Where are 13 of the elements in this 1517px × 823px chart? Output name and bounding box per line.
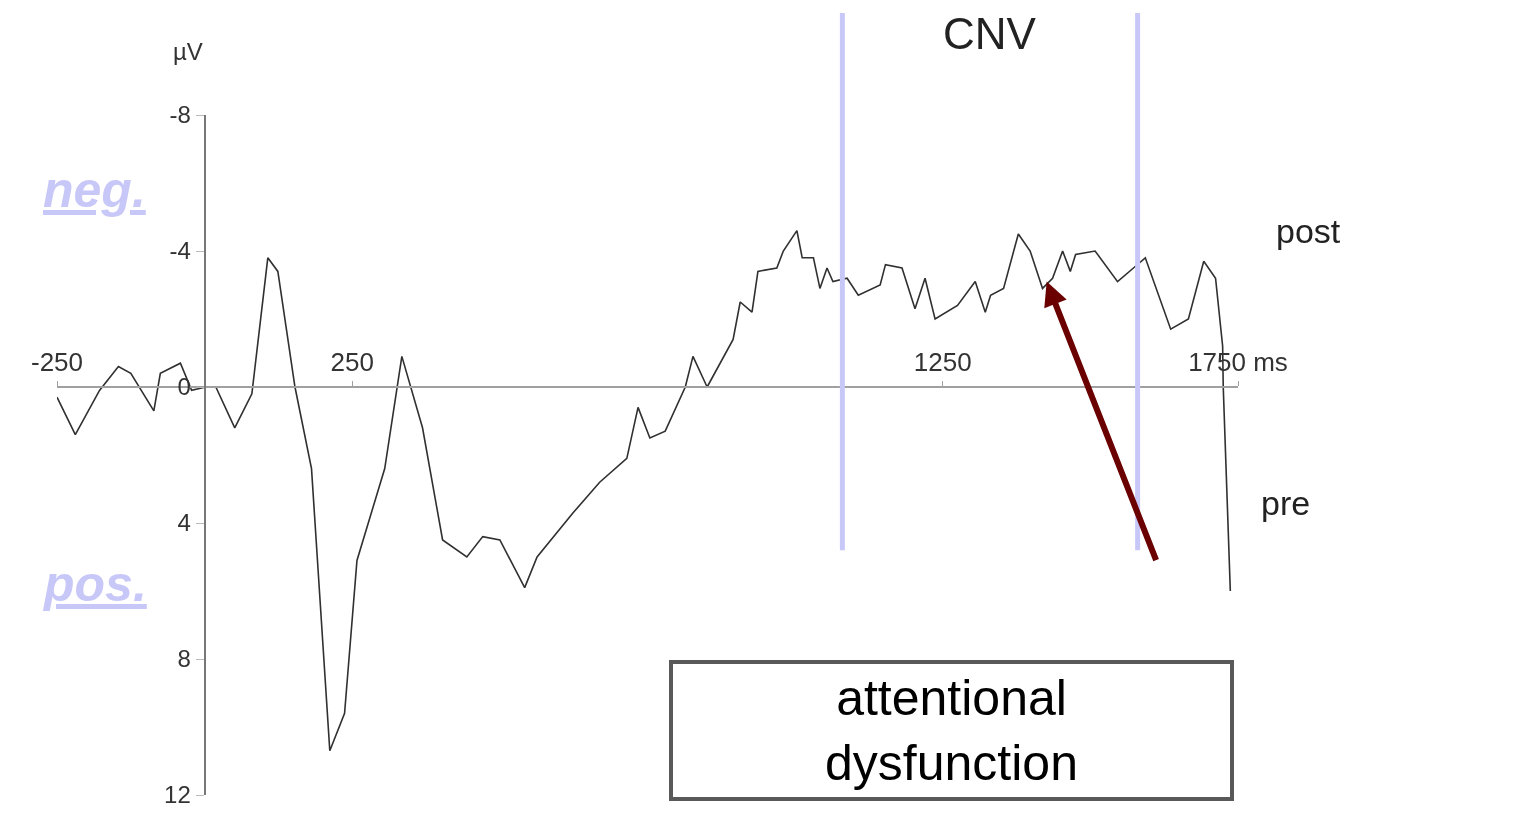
y-tick-label: 8 (177, 645, 191, 673)
y-axis-title: µV (173, 38, 203, 65)
y-tick-label: 4 (177, 509, 191, 537)
text: CNV (943, 9, 1037, 58)
x-tick-label: -250 (30, 346, 84, 377)
x-tick-label: 1250 (913, 346, 972, 377)
y-tick-label: -8 (169, 101, 191, 129)
annotation: attentional dysfunction (825, 670, 1078, 791)
text: pre (1261, 484, 1311, 522)
x-tick-label: 250 (330, 346, 374, 377)
y-tick-label: 12 (164, 781, 191, 809)
text: post (1276, 212, 1341, 250)
y-tick-label: -4 (169, 237, 191, 265)
